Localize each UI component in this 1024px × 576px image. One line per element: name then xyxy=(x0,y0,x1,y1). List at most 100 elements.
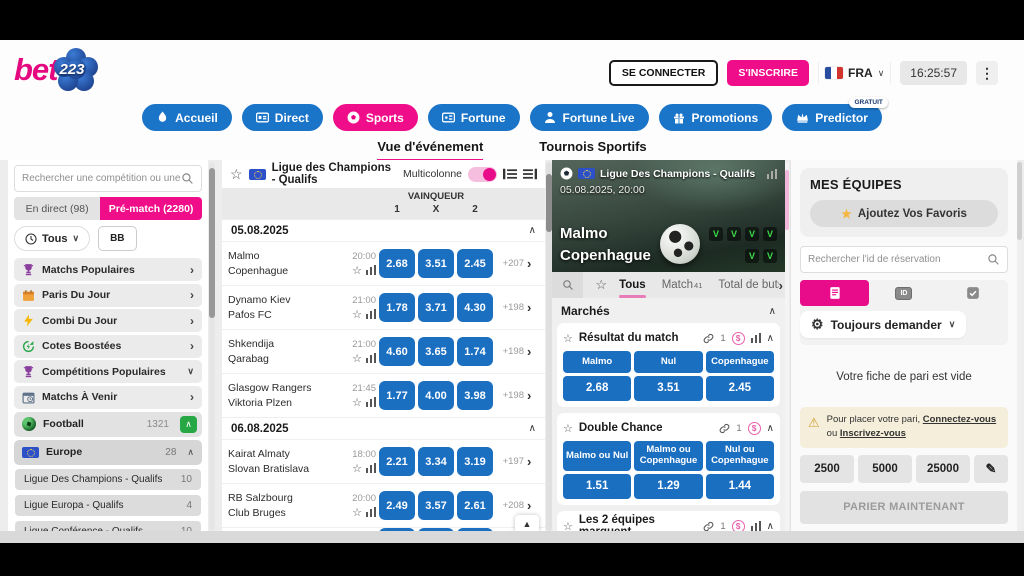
stats-icon[interactable] xyxy=(366,507,376,517)
prematch-tab[interactable]: Pré-match (2280) xyxy=(100,197,202,220)
more-markets-count[interactable]: +208 xyxy=(502,500,524,511)
tab-booking-id[interactable]: ID xyxy=(869,280,938,306)
date-group-header[interactable]: 05.08.2025 ∧ xyxy=(222,219,545,241)
tab-betslip[interactable] xyxy=(800,280,870,306)
odds-button-1[interactable]: 2.68 xyxy=(379,249,415,278)
sidebar-item-competitions-populaires[interactable]: Compétitions Populaires ∨ xyxy=(14,360,202,383)
odds-button[interactable] xyxy=(418,528,454,531)
layout-right-icon[interactable] xyxy=(523,168,537,180)
odds-button-1[interactable]: 4.60 xyxy=(379,337,415,366)
language-selector[interactable]: FRA ∨ xyxy=(818,62,892,84)
sidebar-item-cotes-boostees[interactable]: Cotes Boostées › xyxy=(14,334,202,358)
stats-icon[interactable] xyxy=(366,463,376,473)
events-scrollbar[interactable] xyxy=(546,162,552,531)
match-row[interactable]: Shkendija Qarabag 21:00 ☆ 4.60 3.65 1.74 +… xyxy=(222,329,545,373)
stats-icon[interactable] xyxy=(767,168,777,179)
tab-match[interactable]: Match 41 xyxy=(662,272,703,298)
odds-button-x[interactable]: 3.71 xyxy=(418,293,454,322)
chevron-right-icon[interactable]: › xyxy=(527,300,532,315)
nav-fortune-live[interactable]: Fortune Live xyxy=(529,104,649,131)
odds-button[interactable] xyxy=(379,528,415,531)
date-group-header[interactable]: 06.08.2025 ∧ xyxy=(222,417,545,439)
stats-icon[interactable] xyxy=(366,353,376,363)
market-option-button[interactable]: Copenhague xyxy=(705,351,774,373)
stats-icon[interactable] xyxy=(366,309,376,319)
odds-button-1[interactable]: 2.21 xyxy=(379,447,415,476)
multicolumn-toggle[interactable] xyxy=(468,166,497,182)
league-conference-qualifs[interactable]: Ligue Conférence - Qualifs 10 xyxy=(14,519,202,531)
nav-promotions[interactable]: Promotions xyxy=(658,104,773,131)
tabs-scroll-right-icon[interactable]: › xyxy=(778,277,783,293)
live-tab[interactable]: En direct (98) xyxy=(14,197,101,220)
stats-icon[interactable] xyxy=(750,333,761,343)
add-favorites-button[interactable]: ★ Ajoutez Vos Favoris xyxy=(810,200,998,227)
match-row[interactable]: Glasgow Rangers Viktoria Plzen 21:45 ☆ 1.7… xyxy=(222,373,545,417)
nav-sports[interactable]: Sports xyxy=(332,104,418,131)
brand-logo[interactable]: bet 223 xyxy=(14,48,100,92)
favorite-star-icon[interactable]: ☆ xyxy=(352,462,362,475)
nav-predictor[interactable]: Predictor GRATUIT xyxy=(782,97,888,131)
more-markets-count[interactable]: +198 xyxy=(502,346,524,357)
league-champions-qualifs[interactable]: Ligue Des Champions - Qualifs 10 xyxy=(14,467,202,491)
tab-tous[interactable]: Tous xyxy=(619,272,646,298)
odds-button-x[interactable]: 4.00 xyxy=(418,381,454,410)
detail-scrollbar[interactable] xyxy=(785,162,789,531)
odds-button-x[interactable]: 3.34 xyxy=(418,447,454,476)
odds-button-1[interactable]: 2.49 xyxy=(379,491,415,520)
nav-accueil[interactable]: Accueil xyxy=(142,104,232,131)
sidebar-item-combi-du-jour[interactable]: Combi Du Jour › xyxy=(14,309,202,332)
market-odds-button[interactable]: 2.45 xyxy=(705,376,774,401)
favorite-market-star-icon[interactable]: ☆ xyxy=(563,520,573,532)
odds-button-x[interactable]: 3.51 xyxy=(418,249,454,278)
stake-button[interactable]: 2500 xyxy=(800,454,854,483)
layout-left-icon[interactable] xyxy=(503,168,517,180)
favorite-star-icon[interactable]: ☆ xyxy=(352,396,362,409)
more-markets-count[interactable]: +198 xyxy=(502,302,524,313)
market-option-button[interactable]: Malmo ou Copenhague xyxy=(634,441,703,471)
stats-icon[interactable] xyxy=(366,265,376,275)
favorite-market-star-icon[interactable]: ☆ xyxy=(563,332,573,345)
tab-sport-tournaments[interactable]: Tournois Sportifs xyxy=(539,139,647,154)
overflow-menu-button[interactable]: ⋮ xyxy=(976,61,998,85)
market-option-button[interactable]: Nul ou Copenhague xyxy=(705,441,774,471)
bet-builder-button[interactable]: BB xyxy=(98,226,137,251)
match-row[interactable]: Malmo Copenhague 20:00 ☆ 2.68 3.51 2.45 +2… xyxy=(222,241,545,285)
market-search-button[interactable] xyxy=(552,272,584,298)
odds-button-2[interactable]: 3.19 xyxy=(457,447,493,476)
region-europe[interactable]: Europe 28 ∧ xyxy=(14,439,202,465)
tab-total-buts[interactable]: Total de buts xyxy=(718,272,778,298)
match-row[interactable]: Dynamo Kiev Pafos FC 21:00 ☆ 1.78 3.71 4.3… xyxy=(222,285,545,329)
market-odds-button[interactable]: 2.68 xyxy=(563,376,632,401)
chevron-right-icon[interactable]: › xyxy=(527,498,532,513)
stake-button[interactable]: 5000 xyxy=(858,454,912,483)
favorite-market-star-icon[interactable]: ☆ xyxy=(563,422,573,435)
more-markets-count[interactable]: +198 xyxy=(502,390,524,401)
odds-button[interactable] xyxy=(457,528,493,531)
tab-event-view[interactable]: Vue d'événement xyxy=(377,139,484,162)
market-odds-button[interactable]: 3.51 xyxy=(634,376,703,401)
scroll-to-top-button[interactable]: ▲ xyxy=(515,515,539,531)
chevron-up-icon[interactable]: ∧ xyxy=(766,332,774,344)
time-filter-dropdown[interactable]: Tous ∨ xyxy=(14,226,91,251)
login-link[interactable]: Connectez-vous xyxy=(922,414,997,425)
competition-search[interactable] xyxy=(14,165,202,192)
booking-search[interactable] xyxy=(800,246,1008,273)
odds-button-1[interactable]: 1.77 xyxy=(379,381,415,410)
favorite-markets-star-icon[interactable]: ☆ xyxy=(595,277,608,292)
odds-button-2[interactable]: 4.30 xyxy=(457,293,493,322)
nav-direct[interactable]: Direct xyxy=(241,104,323,131)
competition-search-input[interactable] xyxy=(22,173,181,184)
edit-stake-button[interactable]: ✎ xyxy=(974,454,1008,483)
odds-button-x[interactable]: 3.65 xyxy=(418,337,454,366)
tab-my-bets[interactable] xyxy=(939,280,1008,306)
sidebar-item-matchs-a-venir[interactable]: Matchs À Venir › xyxy=(14,385,202,409)
page-scrollbar[interactable] xyxy=(1017,162,1022,531)
chevron-up-icon[interactable]: ∧ xyxy=(766,520,774,532)
market-option-button[interactable]: Nul xyxy=(634,351,703,373)
chevron-right-icon[interactable]: › xyxy=(527,388,532,403)
league-europa-qualifs[interactable]: Ligue Europa - Qualifs 4 xyxy=(14,493,202,517)
booking-search-input[interactable] xyxy=(808,254,987,265)
match-row[interactable]: RB Salzbourg Club Bruges 20:00 ☆ 2.49 3.57… xyxy=(222,483,545,527)
favorite-star-icon[interactable]: ☆ xyxy=(352,352,362,365)
odds-button-2[interactable]: 3.98 xyxy=(457,381,493,410)
